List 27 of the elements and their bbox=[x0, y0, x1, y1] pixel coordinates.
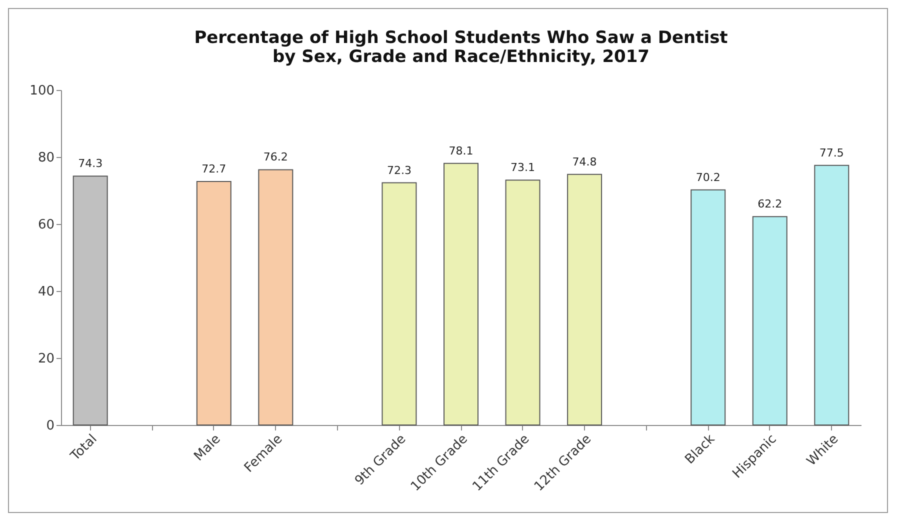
y-tick-label: 100 bbox=[30, 84, 54, 98]
y-tick-label: 20 bbox=[38, 352, 54, 366]
data-label: 74.3 bbox=[78, 157, 103, 170]
y-tick-label: 60 bbox=[38, 218, 54, 232]
chart-title: Percentage of High School Students Who Saw a Dentist by Sex, Grade and Race/Ethnicity, 2017 bbox=[194, 28, 728, 67]
data-label: 72.7 bbox=[202, 162, 226, 176]
bar bbox=[444, 162, 478, 426]
bar bbox=[72, 176, 108, 426]
bar bbox=[567, 174, 602, 426]
y-tick-label: 40 bbox=[38, 284, 54, 300]
bar bbox=[196, 180, 232, 426]
data-label: 74.8 bbox=[572, 155, 597, 168]
bar bbox=[690, 189, 726, 426]
data-label: 76.2 bbox=[263, 150, 288, 164]
data-label: 78.1 bbox=[448, 144, 474, 158]
y-tick-label: 80 bbox=[38, 150, 54, 166]
data-label: 70.2 bbox=[696, 170, 720, 184]
bar bbox=[258, 169, 294, 426]
bar bbox=[505, 180, 540, 426]
bar bbox=[382, 182, 417, 426]
bar bbox=[752, 216, 788, 426]
data-label: 77.5 bbox=[819, 146, 844, 160]
bar bbox=[814, 164, 850, 426]
data-label: 72.3 bbox=[386, 164, 412, 177]
y-tick-label: 0 bbox=[46, 418, 54, 434]
data-label: 62.2 bbox=[758, 198, 782, 211]
data-label: 73.1 bbox=[510, 161, 536, 174]
